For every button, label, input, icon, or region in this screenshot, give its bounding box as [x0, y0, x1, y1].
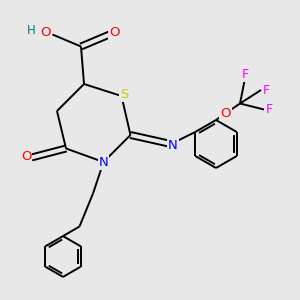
Text: S: S — [120, 88, 128, 101]
Text: N: N — [99, 156, 108, 169]
Text: O: O — [220, 107, 231, 120]
Text: H: H — [27, 24, 36, 38]
Text: O: O — [41, 26, 51, 40]
Text: F: F — [266, 103, 273, 116]
Text: F: F — [263, 83, 270, 97]
Text: N: N — [168, 139, 178, 152]
Text: F: F — [242, 68, 249, 81]
Text: O: O — [109, 26, 119, 40]
Text: O: O — [21, 150, 32, 164]
